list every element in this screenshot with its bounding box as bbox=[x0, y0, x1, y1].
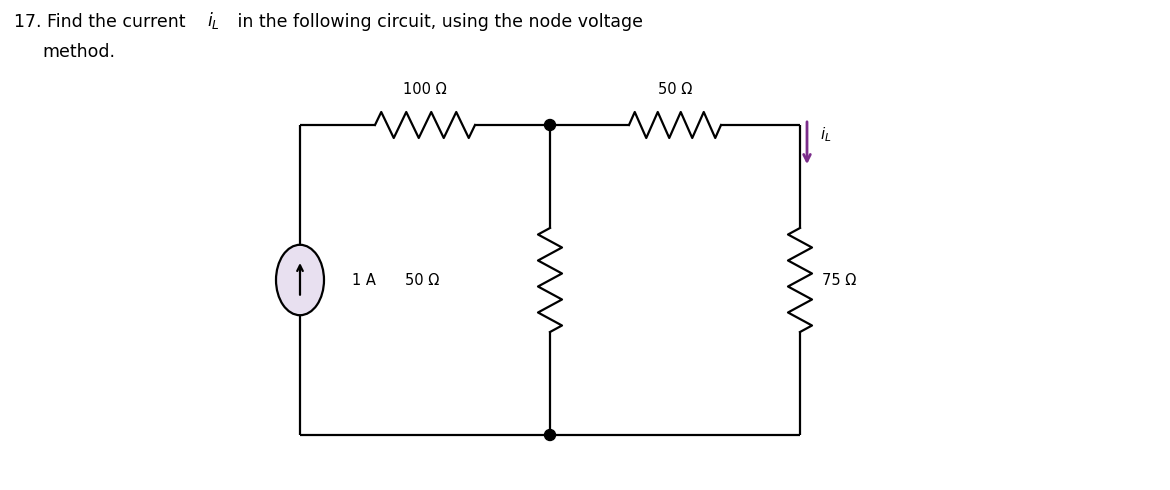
Text: 17. Find the current: 17. Find the current bbox=[14, 13, 191, 31]
Text: 1 A: 1 A bbox=[352, 272, 376, 288]
Circle shape bbox=[544, 120, 556, 130]
Text: 100 Ω: 100 Ω bbox=[404, 82, 447, 97]
Text: method.: method. bbox=[42, 43, 115, 61]
Circle shape bbox=[544, 430, 556, 441]
Text: in the following circuit, using the node voltage: in the following circuit, using the node… bbox=[232, 13, 644, 31]
Text: 50 Ω: 50 Ω bbox=[658, 82, 693, 97]
Text: $i_L$: $i_L$ bbox=[207, 9, 220, 30]
Ellipse shape bbox=[276, 245, 324, 315]
Text: 50 Ω: 50 Ω bbox=[405, 272, 439, 288]
Text: 75 Ω: 75 Ω bbox=[823, 272, 856, 288]
Text: $i_L$: $i_L$ bbox=[820, 125, 832, 145]
